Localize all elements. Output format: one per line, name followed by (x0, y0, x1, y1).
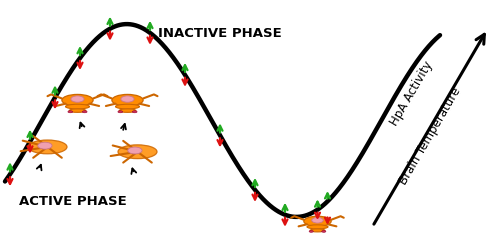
Ellipse shape (71, 96, 84, 102)
Ellipse shape (118, 111, 122, 113)
Ellipse shape (132, 111, 137, 113)
Ellipse shape (116, 104, 140, 109)
Text: HpA Activity: HpA Activity (388, 59, 436, 128)
Ellipse shape (66, 104, 90, 109)
Ellipse shape (309, 230, 314, 232)
Ellipse shape (312, 217, 324, 223)
Ellipse shape (38, 142, 52, 149)
Ellipse shape (119, 109, 136, 112)
Ellipse shape (322, 230, 326, 232)
Ellipse shape (112, 94, 143, 106)
Text: ACTIVE PHASE: ACTIVE PHASE (18, 195, 126, 208)
Ellipse shape (118, 145, 157, 159)
Ellipse shape (69, 109, 86, 112)
Text: INACTIVE PHASE: INACTIVE PHASE (158, 27, 282, 40)
Ellipse shape (128, 147, 142, 154)
Text: Brain Temperature: Brain Temperature (397, 86, 464, 187)
Ellipse shape (28, 140, 67, 154)
Ellipse shape (304, 216, 331, 226)
Ellipse shape (307, 225, 328, 229)
Ellipse shape (82, 111, 87, 113)
Ellipse shape (62, 94, 93, 106)
Ellipse shape (310, 229, 325, 232)
Ellipse shape (68, 111, 72, 113)
Ellipse shape (121, 96, 134, 102)
